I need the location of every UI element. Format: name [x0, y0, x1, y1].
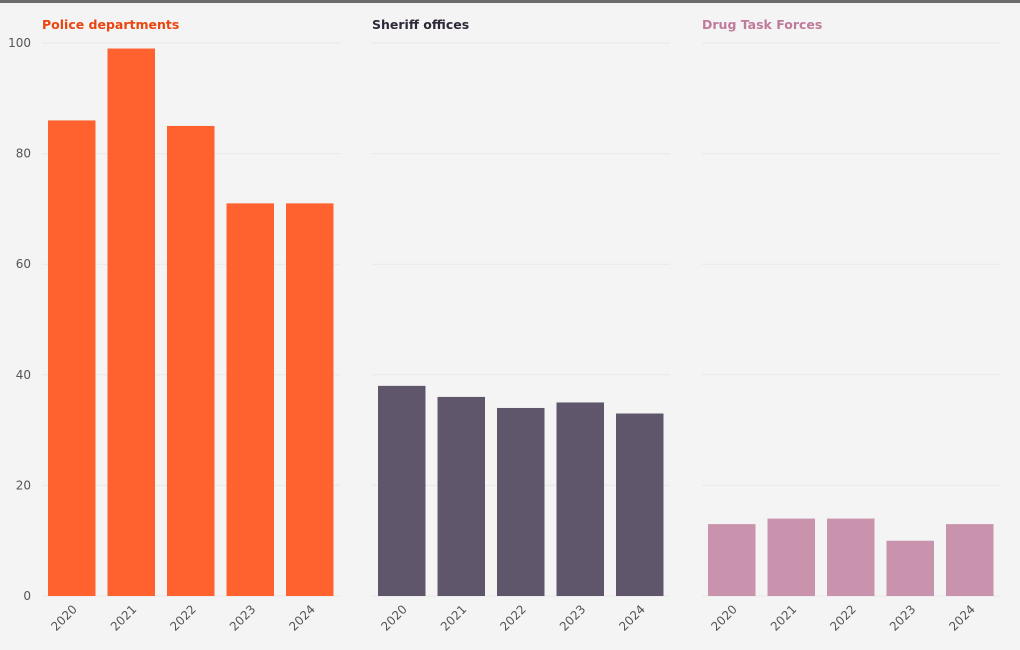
x-tick-label: 2022 [497, 602, 528, 633]
y-tick-label: 20 [16, 478, 31, 492]
bar-drug-task-forces-2024 [946, 524, 994, 596]
x-tick-label: 2021 [768, 602, 799, 633]
bar-police-departments-2021 [107, 48, 155, 596]
bar-drug-task-forces-2022 [827, 518, 875, 596]
bar-sheriff-offices-2023 [556, 402, 604, 596]
bar-police-departments-2024 [286, 203, 334, 596]
bar-police-departments-2020 [48, 120, 96, 597]
top-rule [0, 0, 1020, 3]
panel-title-police-departments: Police departments [42, 17, 179, 32]
y-tick-label: 100 [8, 36, 31, 50]
x-tick-label: 2024 [616, 602, 647, 633]
y-tick-label: 0 [23, 589, 31, 603]
bar-police-departments-2022 [167, 125, 215, 596]
x-tick-label: 2022 [827, 602, 858, 633]
x-tick-label: 2023 [557, 602, 588, 633]
bar-drug-task-forces-2021 [767, 518, 815, 596]
x-tick-label: 2020 [48, 602, 79, 633]
bar-drug-task-forces-2020 [708, 524, 756, 596]
x-tick-label: 2022 [167, 602, 198, 633]
bar-drug-task-forces-2023 [886, 540, 934, 596]
bar-sheriff-offices-2020 [378, 385, 426, 596]
y-tick-label: 60 [16, 257, 31, 271]
x-tick-label: 2024 [286, 602, 317, 633]
bar-sheriff-offices-2021 [437, 396, 485, 596]
x-tick-label: 2023 [227, 602, 258, 633]
panel-title-sheriff-offices: Sheriff offices [372, 17, 469, 32]
x-tick-label: 2020 [378, 602, 409, 633]
x-tick-label: 2020 [708, 602, 739, 633]
x-tick-label: 2021 [108, 602, 139, 633]
x-tick-label: 2024 [946, 602, 977, 633]
x-tick-label: 2023 [887, 602, 918, 633]
panel-title-drug-task-forces: Drug Task Forces [702, 17, 822, 32]
bar-police-departments-2023 [226, 203, 274, 596]
x-tick-label: 2021 [438, 602, 469, 633]
bar-sheriff-offices-2022 [497, 407, 545, 596]
bar-sheriff-offices-2024 [616, 413, 664, 596]
y-tick-label: 80 [16, 147, 31, 161]
y-tick-label: 40 [16, 368, 31, 382]
